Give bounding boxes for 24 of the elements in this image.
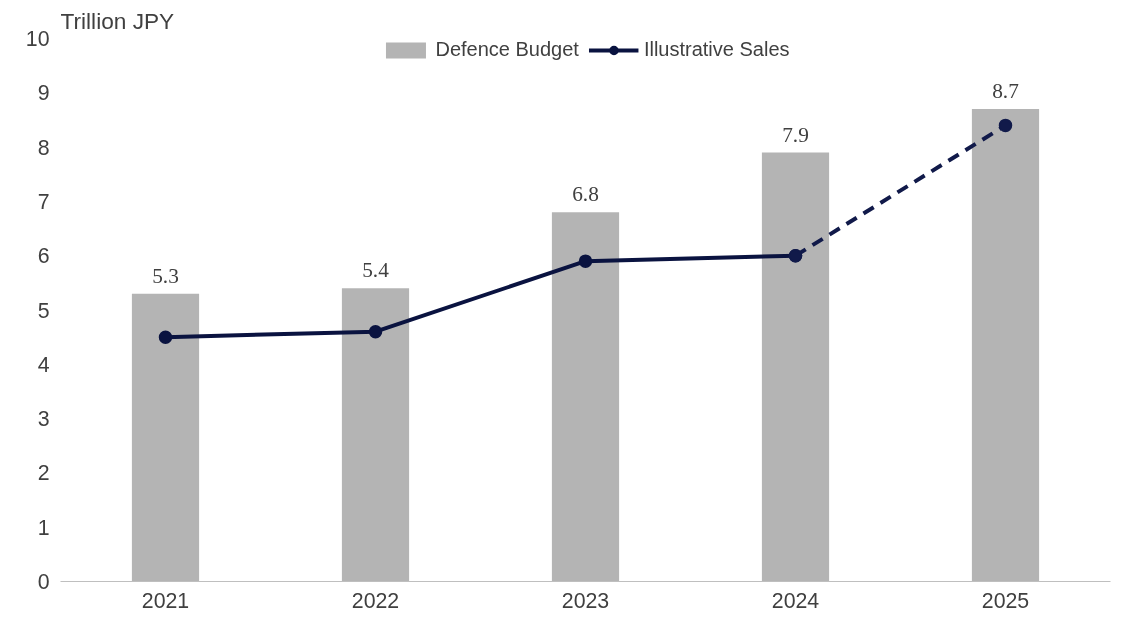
y-tick-label: 9	[37, 81, 50, 106]
x-tick-label: 2023	[561, 588, 610, 613]
x-tick-label: 2022	[351, 588, 400, 613]
y-tick-label: 6	[37, 244, 50, 269]
y-tick-label: 0	[37, 570, 50, 594]
x-tick-label: 2025	[981, 588, 1030, 613]
y-tick-label: 1	[37, 515, 50, 540]
y-tick-label: 8	[37, 135, 50, 160]
y-tick-label: 10	[25, 27, 50, 51]
y-tick-label: 4	[37, 352, 50, 377]
y-tick-label: 2	[37, 461, 50, 486]
y-tick-label: 7	[37, 189, 50, 214]
legend-label: Illustrative Sales	[643, 38, 790, 61]
x-tick-label: 2024	[771, 588, 820, 613]
x-tick-label: 2021	[141, 588, 190, 613]
data-label: 8.7	[992, 79, 1020, 104]
y-axis-title: Trillion JPY	[60, 7, 175, 34]
data-label: 5.3	[152, 263, 179, 288]
legend-label: Defence Budget	[435, 38, 579, 61]
data-label: 6.8	[572, 182, 599, 207]
y-tick-label: 3	[37, 407, 50, 432]
data-label: 7.9	[782, 122, 809, 147]
y-tick-label: 5	[37, 298, 50, 323]
data-label: 5.4	[362, 258, 390, 283]
